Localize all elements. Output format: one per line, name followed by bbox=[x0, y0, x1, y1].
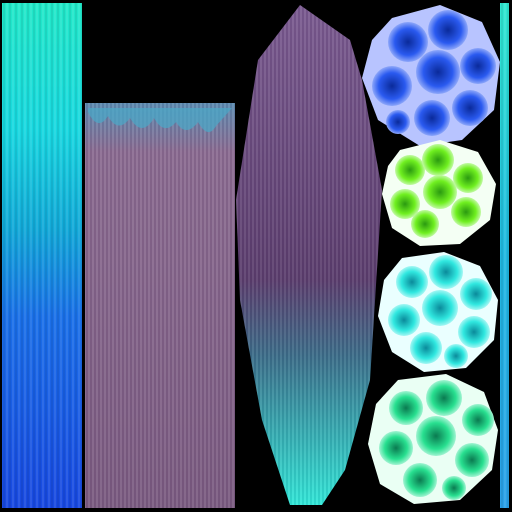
cell-disc-green bbox=[368, 374, 498, 504]
cell-disc-cyan bbox=[378, 252, 498, 372]
cell-disc-lime bbox=[382, 140, 496, 246]
gradient-strip-right bbox=[500, 3, 509, 508]
gradient-strip-left bbox=[2, 3, 82, 508]
pink-streak-panel bbox=[85, 103, 235, 508]
leaf-blade bbox=[236, 5, 382, 505]
cell-disc-blue bbox=[362, 5, 500, 146]
